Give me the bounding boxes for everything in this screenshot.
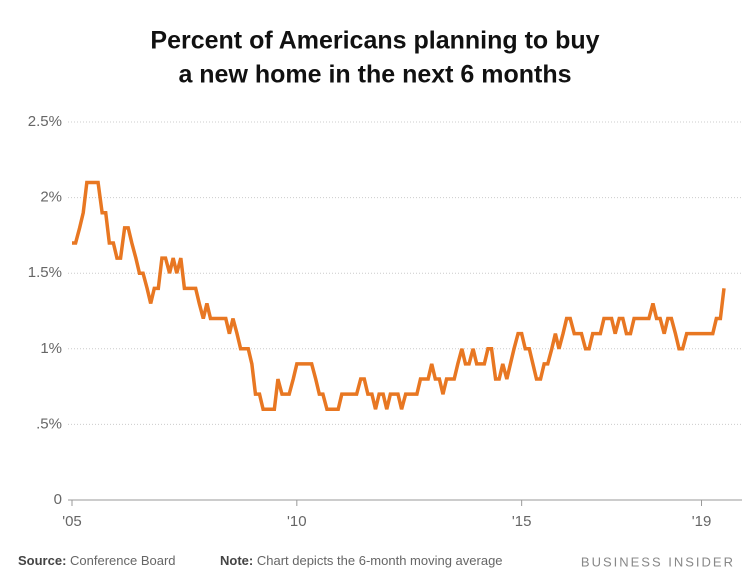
chart-title-line-1: Percent of Americans planning to buy (150, 27, 599, 55)
note: Note: Chart depicts the 6-month moving a… (220, 553, 503, 568)
x-tick-label: '10 (287, 513, 307, 530)
x-tick-label: '15 (512, 513, 532, 530)
x-tick-label: '05 (62, 513, 82, 530)
note-label: Note: (220, 553, 253, 568)
source: Source: Conference Board (18, 553, 176, 568)
y-tick-label: 2% (40, 189, 62, 206)
y-tick-label: 2.5% (28, 113, 62, 130)
chart-title-line-2: a new home in the next 6 months (178, 61, 571, 89)
x-tick-label: '19 (692, 513, 712, 530)
source-text: Conference Board (70, 553, 176, 568)
line (72, 180, 726, 412)
source-label: Source: (18, 553, 66, 568)
y-tick-label: .5% (36, 415, 62, 432)
y-tick-label: 1% (40, 340, 62, 357)
brand: BUSINESS INSIDER (581, 554, 735, 569)
note-text: Chart depicts the 6-month moving average (257, 553, 503, 568)
y-tick-label: 1.5% (28, 264, 62, 281)
y-tick-label: 0 (54, 491, 62, 508)
